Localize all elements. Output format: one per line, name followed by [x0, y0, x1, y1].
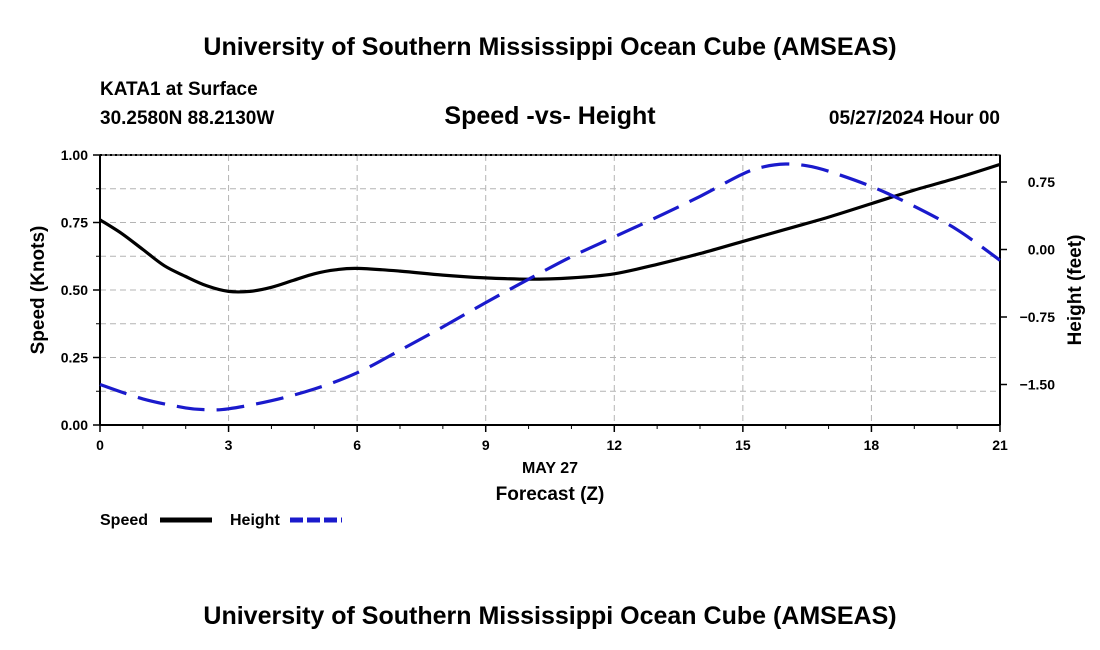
x-tick-label: 15: [735, 437, 751, 453]
y2-axis-label: Height (feet): [1065, 235, 1086, 346]
x-tick-label: 9: [482, 437, 490, 453]
station-coords: 30.2580N 88.2130W: [100, 108, 274, 129]
x-tick-label: 12: [606, 437, 622, 453]
forecast-date: 05/27/2024 Hour 00: [829, 108, 1000, 129]
x-date-label: MAY 27: [522, 460, 578, 477]
legend-height-label: Height: [230, 512, 280, 529]
y2-tick-label: 0.00: [1028, 242, 1055, 258]
y-tick-label: 0.50: [61, 282, 88, 298]
bottom-title: University of Southern Mississippi Ocean…: [203, 602, 896, 630]
x-tick-label: 0: [96, 437, 104, 453]
speed-series-line: [99, 162, 1001, 294]
legend: Speed Height: [100, 512, 342, 529]
series-layer: [99, 162, 1001, 412]
y2-tick-label: 0.75: [1028, 174, 1055, 190]
top-title: University of Southern Mississippi Ocean…: [203, 33, 896, 61]
x-tick-label: 18: [864, 437, 880, 453]
chart-title: Speed -vs- Height: [444, 102, 656, 130]
grid: [100, 155, 1000, 425]
y2-tick-label: −1.50: [1020, 377, 1056, 393]
x-tick-label: 21: [992, 437, 1008, 453]
legend-speed-label: Speed: [100, 512, 148, 529]
ticks: 0 3 6 9 12 15 18 21 0.00 0.25 0.50 0.75 1.00 −1.50 −0.…: [61, 147, 1055, 453]
height-series-line: [99, 162, 1001, 412]
y-tick-label: 0.00: [61, 417, 88, 433]
y2-tick-label: −0.75: [1020, 309, 1056, 325]
x-axis-label: Forecast (Z): [496, 484, 605, 505]
y-tick-label: 0.75: [61, 215, 88, 231]
y-axis-label: Speed (Knots): [28, 226, 49, 355]
station-label: KATA1 at Surface: [100, 79, 258, 100]
y-tick-label: 1.00: [61, 147, 88, 163]
x-tick-label: 6: [353, 437, 361, 453]
y-tick-label: 0.25: [61, 350, 88, 366]
x-tick-label: 3: [225, 437, 233, 453]
